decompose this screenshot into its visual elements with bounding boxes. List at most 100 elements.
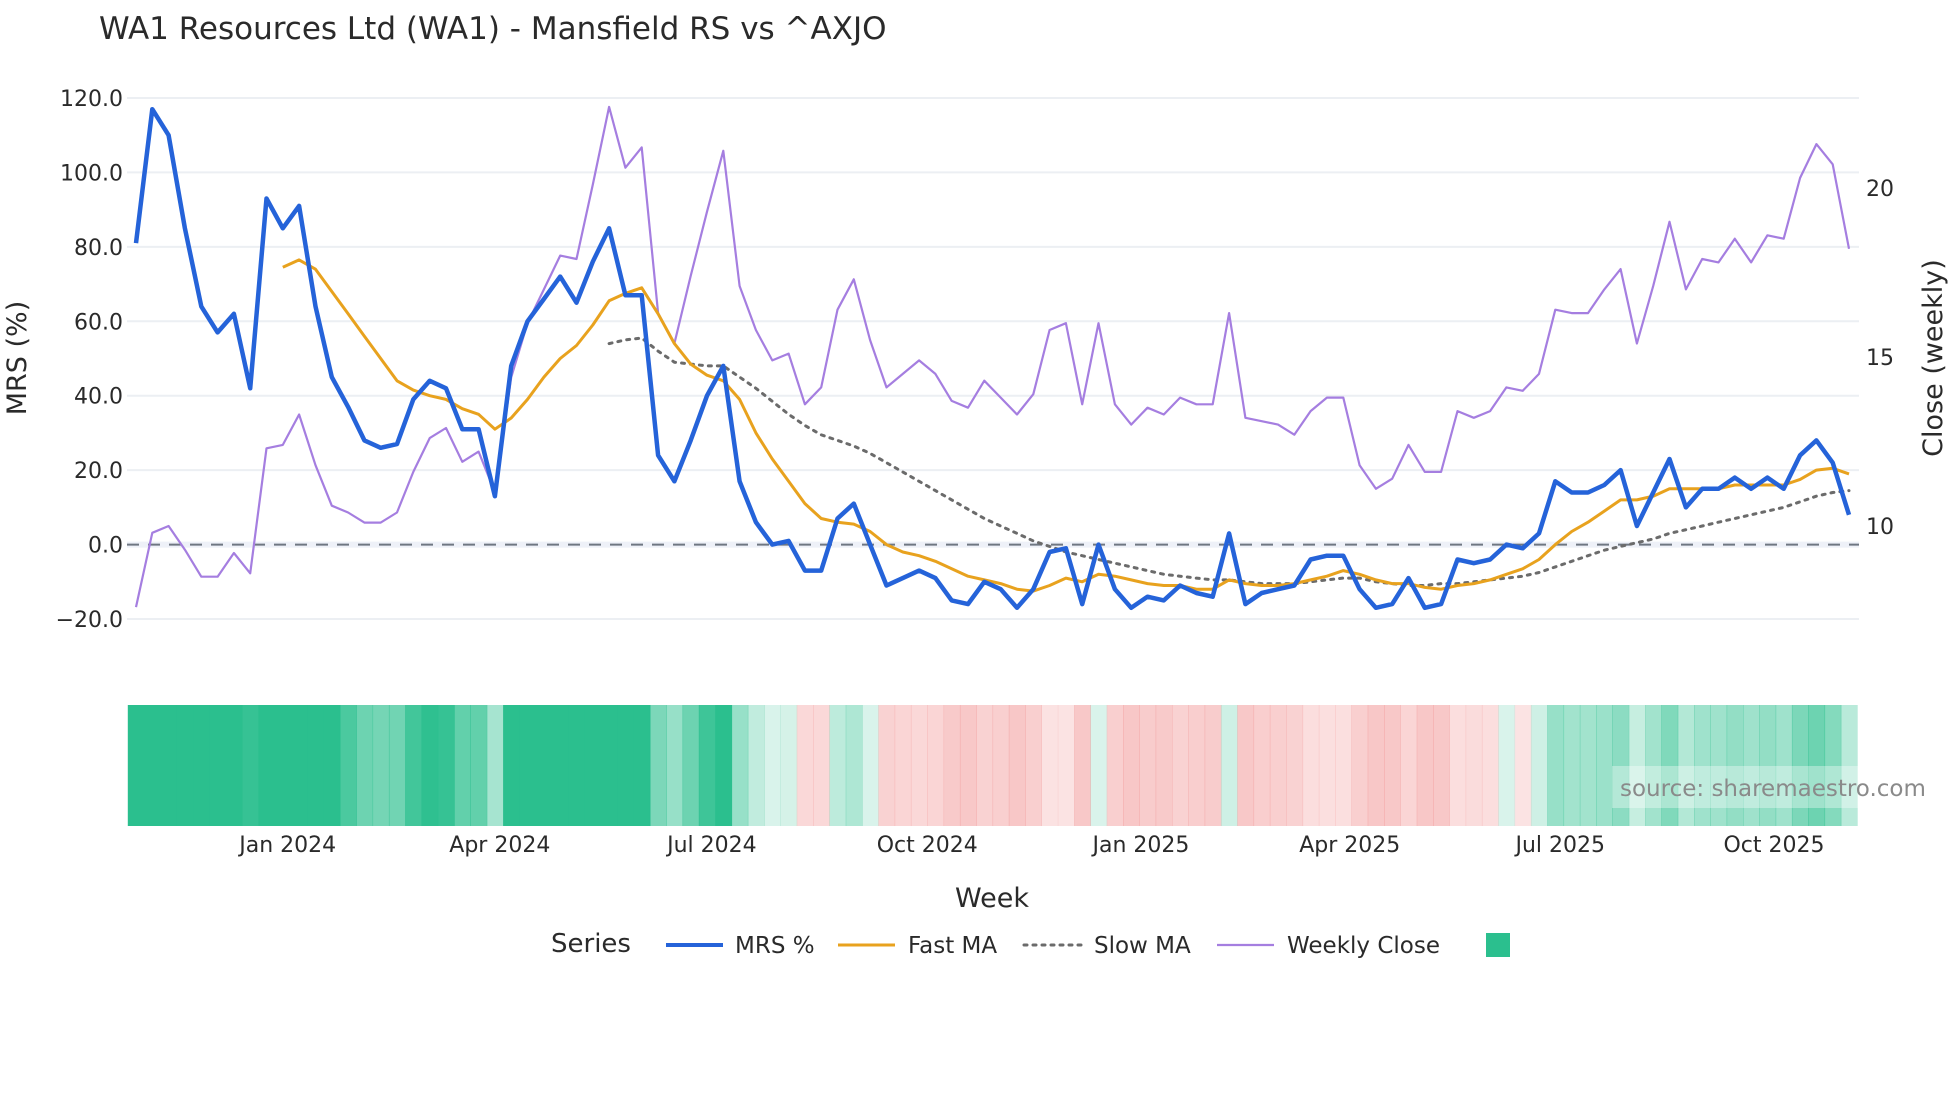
heatmap-cell	[617, 705, 635, 826]
watermark: source: sharemaestro.com	[1612, 766, 1926, 808]
heatmap-cell	[584, 705, 602, 826]
series-lines	[133, 105, 1852, 611]
legend-label: Fast MA	[908, 933, 997, 959]
y-right-tick-label: 15	[1866, 346, 1894, 371]
heatmap-cell	[1743, 705, 1760, 826]
heatmap-cell	[1155, 705, 1173, 826]
series-line-fast-ma	[282, 258, 1850, 593]
y-tick-label: 80.0	[74, 236, 123, 261]
heatmap-cell	[1710, 705, 1728, 826]
series-line-mrs	[133, 106, 1852, 611]
x-tick-label: Jul 2024	[665, 833, 757, 858]
heatmap-cell	[1563, 705, 1581, 826]
heatmap-cell	[1367, 705, 1385, 826]
heatmap-cell	[813, 705, 830, 826]
heatmap-cell	[1188, 705, 1206, 826]
legend-label: Slow MA	[1094, 933, 1191, 959]
heatmap-cell	[1074, 705, 1091, 826]
heatmap-cell	[747, 705, 765, 826]
heatmap-cell	[1220, 705, 1238, 826]
heatmap-cell	[1090, 705, 1108, 826]
y-axis-left-ticks: 120.0 100.0 80.0 60.0 40.0 20.0 0.0 −20.0	[56, 87, 123, 633]
heatmap-cell	[910, 705, 928, 826]
heatmap-cell	[144, 705, 162, 826]
x-tick-label: Oct 2024	[877, 833, 978, 858]
heatmap-cell	[323, 705, 341, 826]
legend-title: Series	[551, 929, 631, 959]
series-line-weekly-close	[134, 105, 1851, 608]
legend-swatch-heatmap	[1486, 933, 1510, 957]
y-tick-label: 0.0	[88, 534, 123, 559]
y-tick-label: 60.0	[74, 310, 123, 335]
heatmap-cell	[1123, 705, 1140, 826]
legend: Series MRS % Fast MA Slow MA Weekly Close	[551, 929, 1510, 959]
legend-label: MRS %	[735, 933, 815, 959]
heatmap-cell	[1628, 705, 1646, 826]
heatmap-cell	[1596, 705, 1613, 826]
watermark-text: source: sharemaestro.com	[1620, 776, 1926, 802]
heatmap-cell	[1237, 705, 1255, 826]
heatmap-cell	[780, 705, 798, 826]
heatmap-cell	[976, 705, 994, 826]
heatmap-cell	[1351, 705, 1369, 826]
heatmap-cell	[1547, 705, 1565, 826]
heatmap-cell	[731, 705, 749, 826]
heatmap-cell	[1465, 705, 1483, 826]
heatmap-cell	[307, 705, 325, 826]
heatmap-cell	[258, 705, 276, 826]
x-tick-label: Apr 2024	[449, 833, 550, 858]
heatmap-cell	[470, 705, 488, 826]
heatmap-cell	[1416, 705, 1434, 826]
heatmap-cell	[552, 705, 569, 826]
heatmap-cell	[405, 705, 423, 826]
heatmap-cell	[356, 705, 374, 826]
x-tick-label: Oct 2025	[1723, 833, 1824, 858]
heatmap-cell	[1759, 705, 1777, 826]
gridlines	[127, 97, 1859, 620]
heatmap-cell	[1645, 705, 1662, 826]
heatmap-cell	[1204, 705, 1222, 826]
heatmap-cell	[698, 705, 716, 826]
heatmap-cell	[894, 705, 912, 826]
heatmap-cell	[388, 705, 406, 826]
heatmap-cell	[372, 705, 390, 826]
heatmap-cell	[764, 705, 781, 826]
heatmap-cell	[1498, 705, 1516, 826]
heatmap-cell	[1808, 705, 1826, 826]
heatmap-cell	[1824, 705, 1842, 826]
heatmap-cell	[176, 705, 194, 826]
x-tick-label: Jan 2024	[237, 833, 336, 858]
mrs-heatmap-strip	[127, 705, 1858, 826]
heatmap-cell	[1840, 705, 1858, 826]
y-tick-label: −20.0	[56, 608, 123, 633]
heatmap-cell	[209, 705, 227, 826]
heatmap-cell	[1302, 705, 1320, 826]
heatmap-cell	[1612, 705, 1630, 826]
y-right-tick-label: 20	[1866, 177, 1894, 202]
heatmap-cell	[959, 705, 977, 826]
heatmap-cell	[1579, 705, 1597, 826]
heatmap-cell	[1025, 705, 1042, 826]
heatmap-cell	[715, 705, 733, 826]
heatmap-cell	[1694, 705, 1711, 826]
series-line-slow-ma	[607, 336, 1851, 587]
y-tick-label: 40.0	[74, 385, 123, 410]
heatmap-cell	[1384, 705, 1401, 826]
heatmap-cell	[1530, 705, 1548, 826]
heatmap-cell	[160, 705, 178, 826]
heatmap-cell	[1269, 705, 1287, 826]
heatmap-cell	[127, 705, 145, 826]
heatmap-cell	[1449, 705, 1467, 826]
heatmap-cell	[1791, 705, 1809, 826]
y-tick-label: 120.0	[60, 87, 123, 112]
y-axis-right-title: Close (weekly)	[1918, 259, 1949, 457]
heatmap-cell	[535, 705, 553, 826]
heatmap-cell	[1677, 705, 1695, 826]
heatmap-cell	[682, 705, 700, 826]
heatmap-cell	[1481, 705, 1499, 826]
x-axis-title: Week	[955, 883, 1029, 914]
heatmap-cell	[927, 705, 945, 826]
heatmap-cell	[878, 705, 896, 826]
heatmap-cell	[666, 705, 684, 826]
